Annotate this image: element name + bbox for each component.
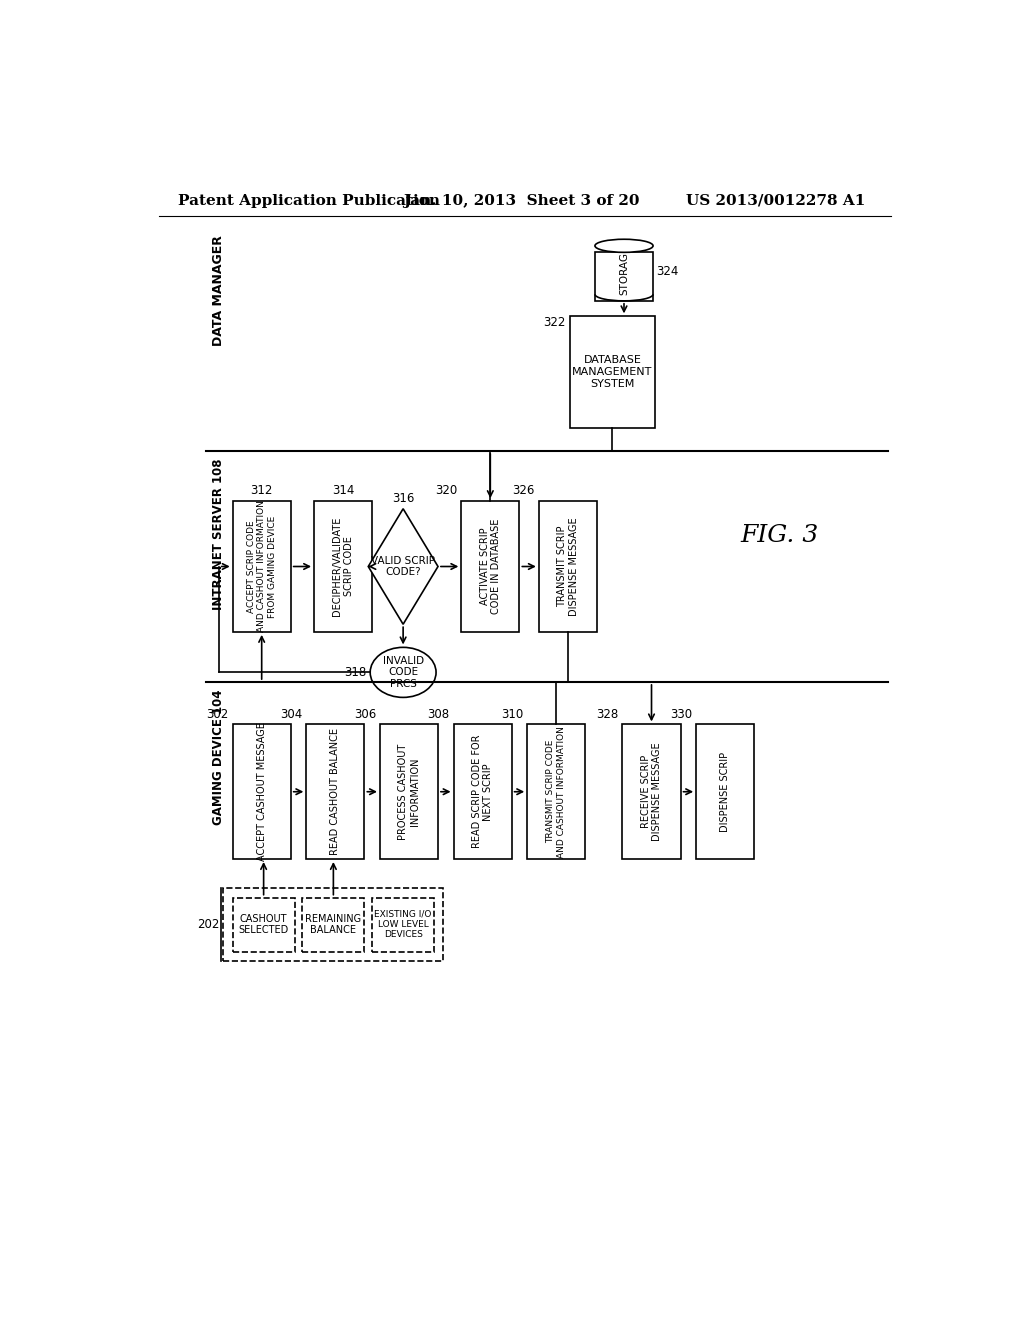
- Bar: [569, 317, 655, 428]
- Bar: [302, 898, 365, 952]
- Text: 308: 308: [427, 708, 450, 721]
- Text: STORAGE: STORAGE: [618, 246, 629, 294]
- Text: TRANSMIT SCRIP
DISPENSE MESSAGE: TRANSMIT SCRIP DISPENSE MESSAGE: [557, 517, 579, 616]
- Text: DATABASE
MANAGEMENT
SYSTEM: DATABASE MANAGEMENT SYSTEM: [572, 355, 652, 388]
- Text: REMAINING
BALANCE: REMAINING BALANCE: [305, 913, 361, 936]
- Text: ACCEPT SCRIP CODE
AND CASHOUT INFORMATION
FROM GAMING DEVICE: ACCEPT SCRIP CODE AND CASHOUT INFORMATIO…: [247, 500, 276, 632]
- Bar: [527, 725, 586, 859]
- Bar: [595, 252, 653, 301]
- Text: 314: 314: [332, 484, 354, 498]
- Text: EXISTING I/O
LOW LEVEL
DEVICES: EXISTING I/O LOW LEVEL DEVICES: [375, 909, 432, 940]
- Text: 312: 312: [251, 484, 272, 498]
- Text: ACCEPT CASHOUT MESSAGE: ACCEPT CASHOUT MESSAGE: [257, 722, 266, 861]
- Text: Jan. 10, 2013  Sheet 3 of 20: Jan. 10, 2013 Sheet 3 of 20: [403, 194, 640, 207]
- Text: FIG. 3: FIG. 3: [740, 524, 818, 548]
- Bar: [232, 898, 295, 952]
- Text: INVALID
CODE
PRCS: INVALID CODE PRCS: [383, 656, 424, 689]
- Text: GAMING DEVICE 104: GAMING DEVICE 104: [212, 689, 224, 825]
- Bar: [232, 502, 291, 632]
- Text: DISPENSE SCRIP: DISPENSE SCRIP: [720, 751, 730, 832]
- Text: 202: 202: [197, 917, 219, 931]
- Text: US 2013/0012278 A1: US 2013/0012278 A1: [686, 194, 865, 207]
- Bar: [232, 725, 291, 859]
- Bar: [696, 725, 755, 859]
- Bar: [314, 502, 372, 632]
- Bar: [623, 725, 681, 859]
- Bar: [306, 725, 365, 859]
- Text: CASHOUT
SELECTED: CASHOUT SELECTED: [239, 913, 289, 936]
- Text: VALID SCRIP
CODE?: VALID SCRIP CODE?: [371, 556, 435, 577]
- Bar: [539, 502, 597, 632]
- Text: 304: 304: [281, 708, 302, 721]
- Text: DATA MANAGER: DATA MANAGER: [212, 235, 224, 346]
- Text: 322: 322: [544, 317, 566, 329]
- Text: DECIPHER/VALIDATE
SCRIP CODE: DECIPHER/VALIDATE SCRIP CODE: [332, 517, 354, 616]
- Bar: [380, 725, 438, 859]
- Text: 326: 326: [512, 484, 535, 498]
- Text: 328: 328: [596, 708, 618, 721]
- Text: 330: 330: [670, 708, 692, 721]
- Text: READ CASHOUT BALANCE: READ CASHOUT BALANCE: [331, 729, 340, 855]
- Polygon shape: [369, 508, 438, 624]
- Text: 324: 324: [656, 265, 679, 277]
- Bar: [223, 888, 443, 961]
- Text: 318: 318: [344, 665, 367, 678]
- Text: 302: 302: [207, 708, 228, 721]
- Bar: [372, 898, 434, 952]
- Text: Patent Application Publication: Patent Application Publication: [178, 194, 440, 207]
- Text: READ SCRIP CODE FOR
NEXT SCRIP: READ SCRIP CODE FOR NEXT SCRIP: [472, 735, 494, 849]
- Text: 316: 316: [392, 492, 415, 506]
- Text: INTRANET SERVER 108: INTRANET SERVER 108: [212, 459, 224, 610]
- Text: 306: 306: [353, 708, 376, 721]
- Text: 310: 310: [501, 708, 523, 721]
- Bar: [454, 725, 512, 859]
- Text: TRANSMIT SCRIP CODE
AND CASHOUT INFORMATION: TRANSMIT SCRIP CODE AND CASHOUT INFORMAT…: [547, 726, 566, 858]
- Ellipse shape: [595, 239, 653, 252]
- Ellipse shape: [371, 647, 436, 697]
- Text: 320: 320: [435, 484, 458, 498]
- Text: ACTIVATE SCRIP
CODE IN DATABASE: ACTIVATE SCRIP CODE IN DATABASE: [479, 519, 501, 614]
- Text: RECEIVE SCRIP
DISPENSE MESSAGE: RECEIVE SCRIP DISPENSE MESSAGE: [641, 742, 663, 841]
- Bar: [461, 502, 519, 632]
- Text: PROCESS CASHOUT
INFORMATION: PROCESS CASHOUT INFORMATION: [398, 743, 420, 840]
